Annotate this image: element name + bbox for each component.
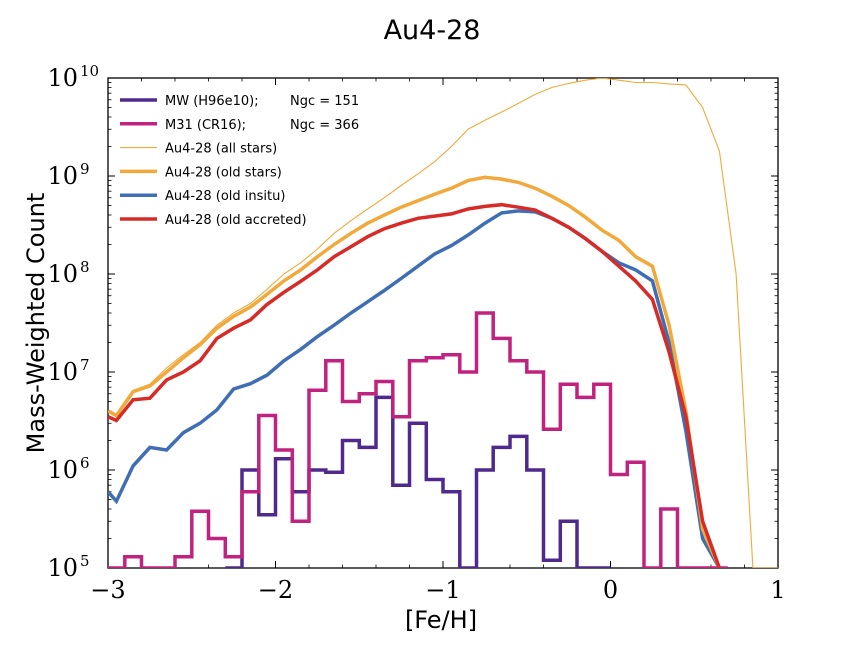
axis-ticks — [107, 77, 779, 569]
x-axis-label: [Fe/H] — [405, 606, 477, 634]
legend-label-4: Au4-28 (old insitu) — [165, 189, 285, 204]
legend: MW (H96e10); Ngc = 151 M31 (CR16); Ngc = 36… — [120, 94, 359, 228]
x-tick-label: −3 — [90, 576, 125, 604]
x-tick-label: −1 — [425, 576, 460, 604]
y-tick-label: 10 — [47, 358, 78, 386]
y-tick-exponent: 8 — [80, 258, 90, 276]
legend-label-3: Au4-28 (old stars) — [165, 165, 282, 180]
series-line-2 — [108, 78, 778, 568]
legend-label-1: M31 (CR16); — [165, 118, 246, 133]
x-tick-labels: −3 −2 −1 0 1 — [90, 576, 785, 604]
y-tick-exponent: 5 — [80, 552, 90, 570]
legend-ngc-0: Ngc = 151 — [290, 94, 359, 109]
y-tick-exponent: 10 — [80, 62, 99, 80]
legend-label-5: Au4-28 (old accreted) — [165, 213, 307, 228]
series-line-0 — [225, 395, 611, 568]
y-axis-label: Mass-Weighted Count — [22, 193, 50, 454]
y-tick-exponent: 6 — [80, 454, 90, 472]
series-layer — [108, 78, 778, 568]
chart-title: Au4-28 — [384, 15, 481, 46]
y-tick-exponent: 7 — [80, 356, 90, 374]
legend-ngc-1: Ngc = 366 — [290, 118, 359, 133]
legend-label-0: MW (H96e10); — [165, 94, 259, 109]
y-tick-label: 10 — [47, 554, 78, 582]
y-tick-label: 10 — [47, 456, 78, 484]
y-tick-label: 10 — [47, 162, 78, 190]
y-tick-label: 10 — [47, 64, 78, 92]
x-tick-label: 1 — [770, 576, 785, 604]
x-tick-label: 0 — [603, 576, 618, 604]
series-line-1 — [108, 311, 728, 568]
legend-label-2: Au4-28 (all stars) — [165, 142, 277, 157]
y-tick-label: 10 — [47, 260, 78, 288]
series-line-4 — [108, 209, 721, 568]
series-line-3 — [108, 175, 722, 568]
series-line-5 — [108, 202, 722, 568]
y-tick-exponent: 9 — [80, 160, 90, 178]
x-tick-label: −2 — [258, 576, 293, 604]
